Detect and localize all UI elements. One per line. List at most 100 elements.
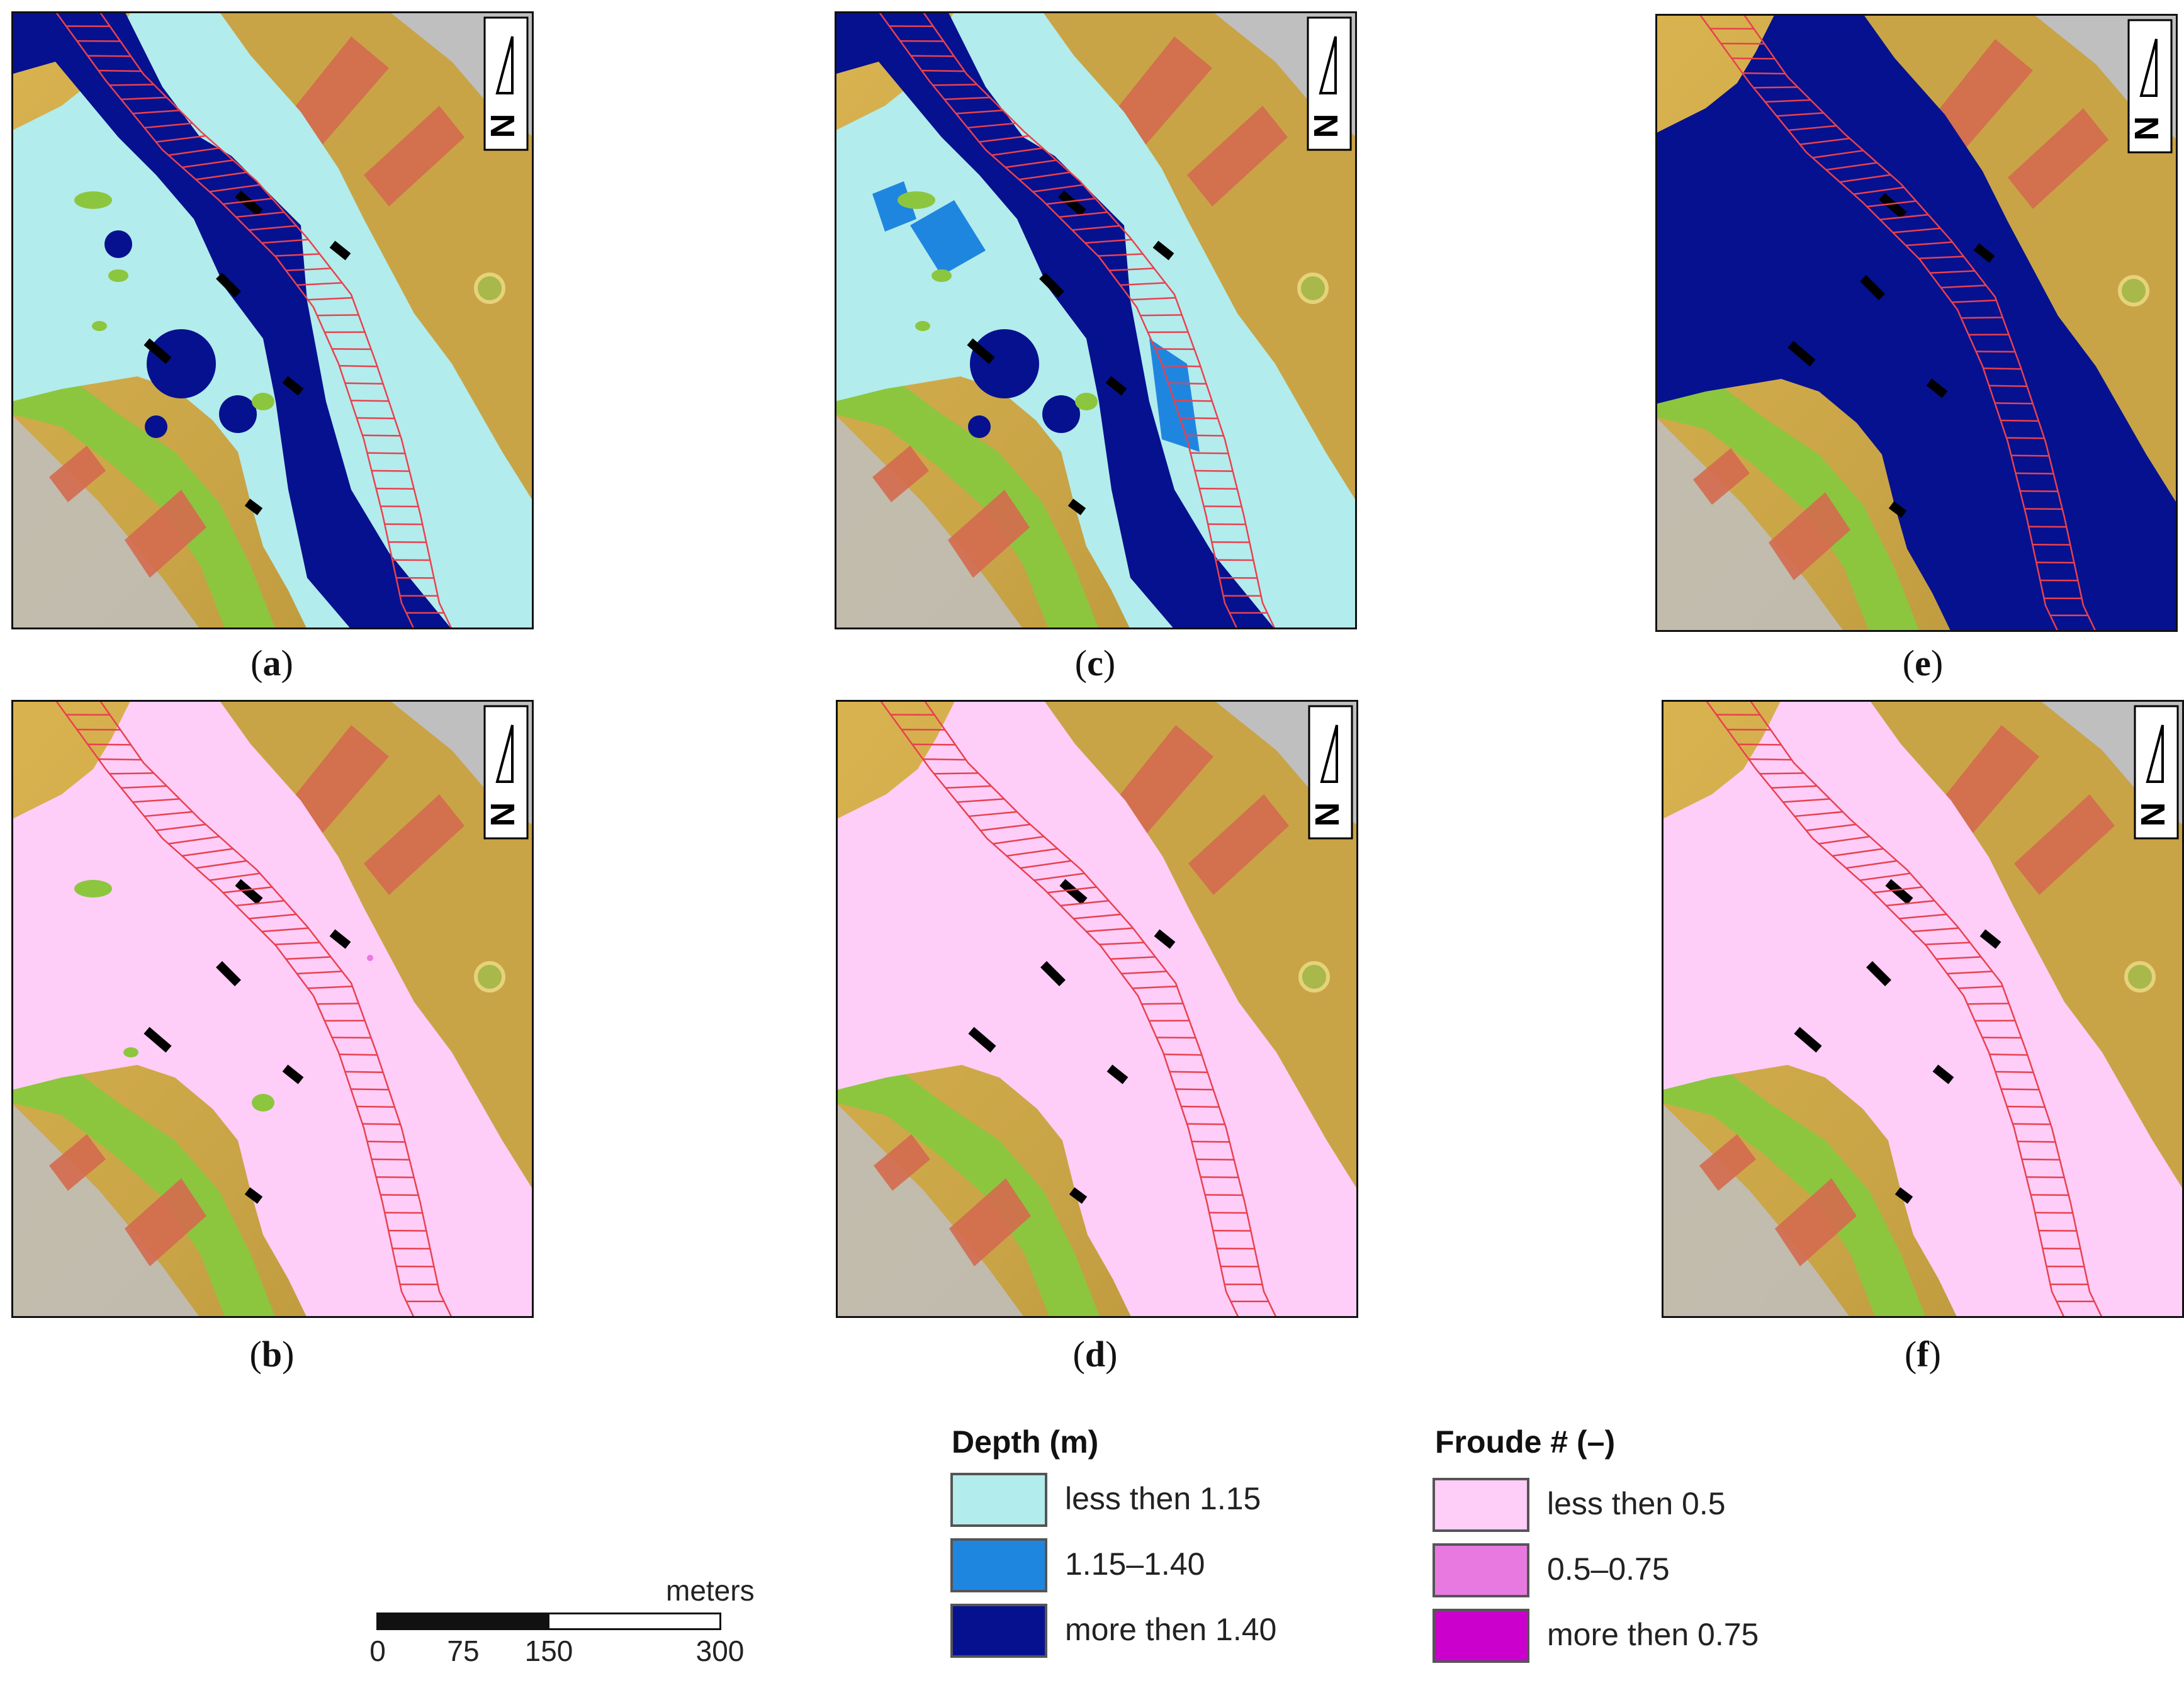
building [949,1178,1031,1266]
pier [1888,501,1907,518]
pier [1067,498,1086,515]
depth-legend-item: 1.15–1.40 [950,1538,1391,1601]
depth-legend-title: Depth (m) [952,1424,1099,1460]
panel-frame [1662,700,2184,1318]
building [49,446,106,502]
pier [1105,376,1127,396]
scale-tick: 300 [695,1635,745,1667]
pond [474,961,505,993]
map-panel-b: N [11,700,534,1318]
legend-swatch [950,1473,1047,1527]
deep-pool [104,230,132,258]
pier [968,1027,996,1053]
water-area [1662,700,2184,1318]
road-area [11,1103,200,1318]
pier [1787,341,1816,367]
water-area [11,700,534,1318]
building [1693,448,1750,505]
north-arrow: N [2134,705,2179,840]
froude-legend-item: more then 0.75 [1433,1609,1873,1672]
map-panel-a: N [11,11,534,629]
map-svg: N [1655,14,2178,632]
vegetation-strip [836,1065,1100,1318]
legend-swatch [1433,1478,1529,1532]
map-svg: N [11,11,534,629]
navigation-channel [877,11,1276,629]
building [125,490,206,578]
north-arrow-label: N [2128,116,2166,141]
pond [1297,273,1329,304]
legend-label: 0.5–0.75 [1547,1551,1670,1587]
navigation-channel [1704,700,2103,1318]
panel-caption-e: (e) [1902,643,1944,684]
pier [1926,378,1948,398]
map-svg: N [1662,700,2184,1318]
pond [2124,961,2156,993]
pond [1298,961,1330,993]
north-arrow-label: N [1307,114,1345,138]
pier [235,879,263,905]
navigation-channel [879,700,1278,1318]
island [252,1094,274,1112]
island [108,269,128,282]
deep-pool [147,329,216,398]
pier [1973,243,1995,263]
building [872,446,929,502]
pier [216,273,241,298]
scale-bar-unit: meters [666,1574,755,1607]
pier [1059,879,1088,905]
pier [235,190,263,217]
island [932,269,952,282]
panel-frame [1655,14,2178,632]
map-panel-c: N [835,11,1357,629]
building [125,1178,206,1266]
pier [144,1027,172,1053]
pier [1894,1187,1913,1204]
north-arrow: N [2127,19,2173,154]
froude-mid-spot [367,955,373,961]
island [123,1047,138,1057]
north-arrow-label: N [1309,802,1346,827]
froude-legend-item: 0.5–0.75 [1433,1543,1873,1606]
road-area [1655,417,1844,632]
pier [244,1187,263,1204]
pier [1040,961,1066,986]
water-area [1655,14,2178,632]
deep-pool [968,415,991,438]
pier [144,338,172,364]
deep-pool [1042,395,1080,433]
scale-bar [376,1613,721,1630]
pier [282,376,304,396]
depth-legend-item: more then 1.40 [950,1604,1391,1667]
map-svg: N [836,700,1358,1318]
pier [967,338,995,364]
scale-tick: 150 [524,1635,573,1667]
pier [1932,1064,1954,1084]
navigation-channel [1698,14,2097,632]
legend-label: less then 1.15 [1065,1481,1261,1516]
map-svg: N [11,700,534,1318]
panel-frame [11,11,534,629]
legend-swatch [1433,1609,1529,1663]
panel-caption-a: (a) [250,643,293,684]
building [364,106,464,206]
island [898,191,935,209]
pier [1866,961,1891,986]
pier [1039,273,1064,298]
pier [1794,1027,1822,1053]
map-panel-d: N [836,700,1358,1318]
pier [282,1064,304,1084]
island [74,880,112,898]
building [1188,794,1289,895]
pond [474,273,505,304]
island [915,321,930,331]
froude-legend-title: Froude # (–) [1435,1424,1616,1460]
map-panel-f: N [1662,700,2184,1318]
deep-pool [145,415,167,438]
pier [1152,240,1174,261]
froude-legend-item: less then 0.5 [1433,1478,1873,1541]
vegetation-strip [835,376,1099,629]
panel-caption-c: (c) [1074,643,1116,684]
pier [1879,193,1907,219]
pier [216,961,241,986]
